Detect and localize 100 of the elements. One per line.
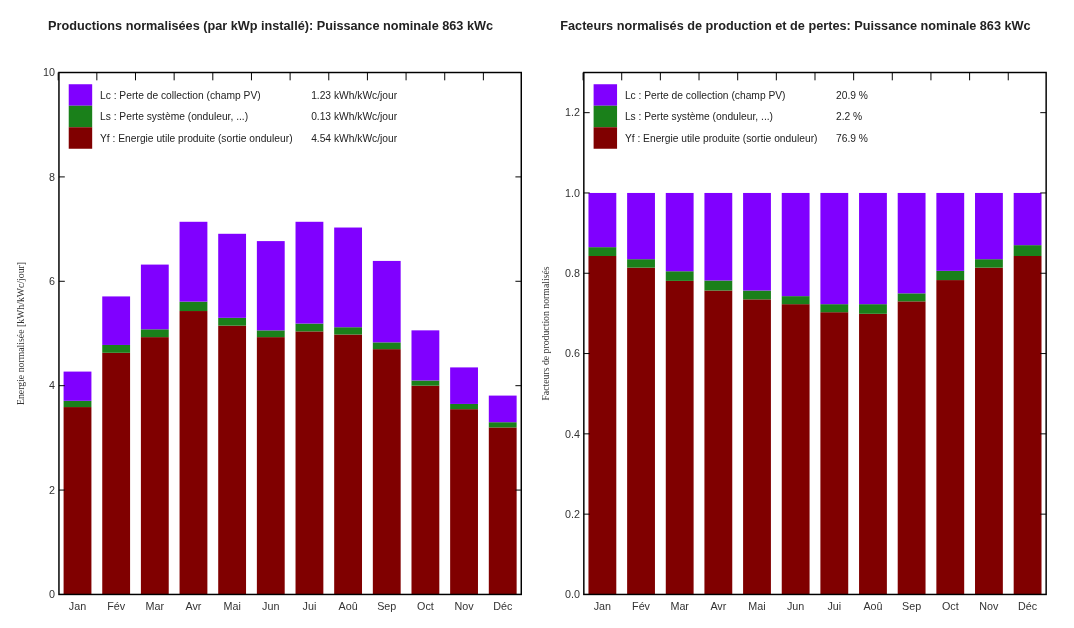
- bar: [102, 296, 131, 345]
- y-axis-title: Energie normalisée [kWh/kWc/jour]: [14, 261, 26, 405]
- annotation: 4.54 kWh/kWc/jour: [311, 132, 398, 144]
- y-tick-label: 10: [43, 66, 56, 79]
- x-tick-label: Jun: [262, 600, 280, 613]
- bar: [488, 422, 517, 428]
- bar: [372, 349, 401, 595]
- bar: [372, 342, 401, 350]
- legend-label: Lc : Perte de collection (champ PV): [100, 89, 261, 101]
- bar: [450, 403, 478, 410]
- bar: [140, 337, 169, 595]
- bar: [859, 192, 887, 305]
- bar: [588, 247, 617, 256]
- bar: [295, 221, 324, 324]
- bar: [63, 407, 92, 595]
- annotation: 2.2 %: [836, 111, 863, 123]
- bar: [1013, 245, 1042, 256]
- bar: [859, 304, 887, 314]
- bar: [820, 312, 849, 595]
- bar: [1013, 192, 1042, 246]
- legend-label: Ls : Perte système (onduleur, ...): [100, 111, 249, 123]
- bar: [897, 192, 926, 294]
- bar: [781, 304, 810, 595]
- x-tick-label: Nov: [454, 600, 475, 613]
- bar: [334, 227, 363, 328]
- bar: [704, 290, 733, 595]
- y-tick-label: 0: [49, 588, 56, 601]
- x-tick-label: Sep: [377, 600, 397, 613]
- annotation: 76.9 %: [836, 132, 868, 144]
- bar: [256, 330, 285, 338]
- bar: [743, 299, 771, 595]
- y-tick-label: 6: [49, 275, 56, 288]
- bar: [820, 192, 849, 305]
- bar: [588, 192, 617, 248]
- chart-title: Productions normalisées (par kWp installé): Puissance nominale 863 kWc: [48, 18, 494, 33]
- bar: [63, 400, 92, 408]
- x-tick-label: Aoû: [863, 600, 883, 613]
- y-tick-label: 2: [49, 483, 56, 496]
- bar: [743, 192, 771, 291]
- x-tick-label: Sep: [902, 600, 922, 613]
- x-tick-label: Avr: [710, 600, 727, 613]
- y-tick-label: 1.0: [564, 186, 580, 199]
- y-axis-title: Facteurs de production normalisés: [539, 266, 551, 401]
- x-tick-label: Jan: [68, 600, 87, 613]
- bar: [488, 395, 517, 423]
- bar: [975, 192, 1003, 260]
- bar: [334, 334, 363, 595]
- y-tick-label: 0.6: [564, 347, 580, 360]
- bar: [488, 427, 517, 595]
- x-tick-label: Fév: [107, 600, 126, 613]
- bar: [1013, 255, 1042, 595]
- bar: [665, 271, 694, 281]
- legend-label: Ls : Perte système (onduleur, ...): [624, 111, 773, 123]
- annotation: 0.13 kWh/kWc/jour: [311, 111, 398, 123]
- x-tick-label: Mar: [670, 600, 690, 613]
- x-tick-label: Nov: [979, 600, 1000, 613]
- bar: [102, 344, 131, 353]
- bar: [665, 192, 694, 272]
- bar: [372, 260, 401, 343]
- y-tick-label: 0.2: [564, 507, 580, 520]
- bar: [897, 293, 926, 302]
- y-tick-label: 8: [49, 170, 56, 183]
- bar: [897, 301, 926, 595]
- bar: [411, 380, 440, 386]
- bar: [743, 290, 771, 300]
- bar: [781, 296, 810, 305]
- bar: [936, 280, 965, 595]
- bar: [256, 241, 285, 331]
- y-tick-label: 0.4: [564, 427, 580, 440]
- x-tick-label: Mai: [223, 600, 241, 613]
- bar: [140, 264, 169, 330]
- bar: [63, 371, 92, 401]
- bar: [820, 304, 849, 313]
- bar: [450, 409, 478, 595]
- bar: [218, 317, 247, 326]
- bar: [102, 352, 131, 595]
- bar: [704, 280, 733, 291]
- bar: [627, 192, 655, 260]
- x-tick-label: Jui: [302, 600, 317, 613]
- x-tick-label: Aoû: [338, 600, 358, 613]
- bar: [179, 311, 208, 595]
- bar: [665, 280, 694, 595]
- y-tick-label: 0.8: [564, 267, 580, 280]
- x-tick-label: Fév: [632, 600, 651, 613]
- bar: [781, 192, 810, 297]
- legend-label: Yf : Energie utile produite (sortie onduleur): [624, 132, 818, 144]
- x-tick-label: Oct: [417, 600, 434, 613]
- bar: [859, 313, 887, 595]
- y-tick-label: 0.0: [564, 588, 580, 601]
- x-tick-label: Déc: [1018, 600, 1038, 613]
- x-tick-label: Mai: [748, 600, 766, 613]
- annotation: 20.9 %: [836, 89, 868, 101]
- x-tick-label: Jan: [593, 600, 612, 613]
- bar: [140, 329, 169, 338]
- bar: [450, 367, 478, 404]
- x-tick-label: Avr: [185, 600, 202, 613]
- y-tick-label: 4: [49, 379, 56, 392]
- bar: [411, 330, 440, 381]
- x-tick-label: Déc: [493, 600, 513, 613]
- x-tick-label: Jun: [786, 600, 805, 613]
